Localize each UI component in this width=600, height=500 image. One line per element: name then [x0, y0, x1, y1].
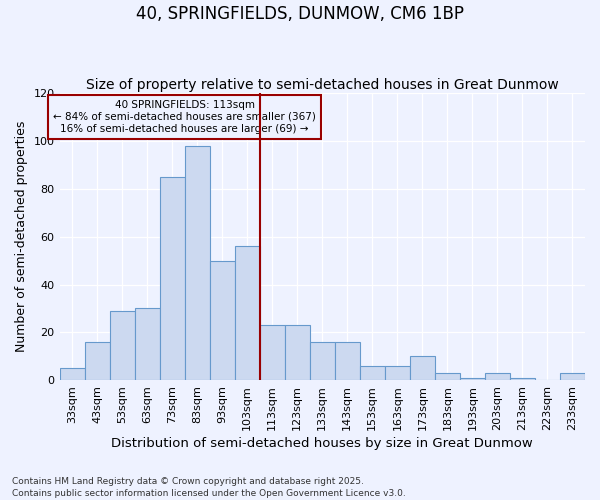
Bar [560, 373, 585, 380]
Bar [110, 311, 134, 380]
Bar [410, 356, 435, 380]
Bar [310, 342, 335, 380]
Bar [59, 368, 85, 380]
Text: Contains HM Land Registry data © Crown copyright and database right 2025.
Contai: Contains HM Land Registry data © Crown c… [12, 476, 406, 498]
Bar [134, 308, 160, 380]
Bar [209, 260, 235, 380]
Bar [85, 342, 110, 380]
Bar [360, 366, 385, 380]
Y-axis label: Number of semi-detached properties: Number of semi-detached properties [15, 121, 28, 352]
Bar [485, 373, 510, 380]
Bar [510, 378, 535, 380]
Bar [185, 146, 209, 380]
Text: 40, SPRINGFIELDS, DUNMOW, CM6 1BP: 40, SPRINGFIELDS, DUNMOW, CM6 1BP [136, 5, 464, 23]
Text: 40 SPRINGFIELDS: 113sqm
← 84% of semi-detached houses are smaller (367)
16% of s: 40 SPRINGFIELDS: 113sqm ← 84% of semi-de… [53, 100, 316, 134]
Bar [460, 378, 485, 380]
Title: Size of property relative to semi-detached houses in Great Dunmow: Size of property relative to semi-detach… [86, 78, 559, 92]
Bar [235, 246, 260, 380]
Bar [335, 342, 360, 380]
Bar [160, 177, 185, 380]
X-axis label: Distribution of semi-detached houses by size in Great Dunmow: Distribution of semi-detached houses by … [112, 437, 533, 450]
Bar [260, 325, 285, 380]
Bar [435, 373, 460, 380]
Bar [385, 366, 410, 380]
Bar [285, 325, 310, 380]
